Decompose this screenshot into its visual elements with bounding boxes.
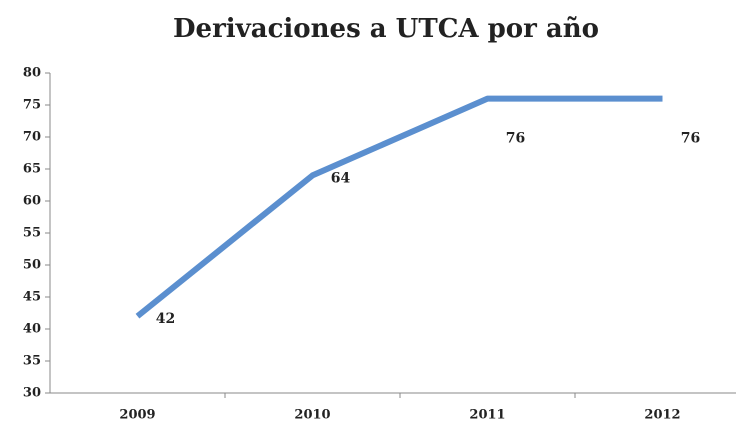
y-tick-label: 80 [23,66,41,81]
y-tick-label: 40 [23,322,41,337]
y-tick-label: 65 [23,162,41,177]
y-tick-label: 60 [23,194,41,209]
data-label: 76 [506,131,525,147]
data-label: 76 [681,131,700,147]
y-tick-label: 70 [23,130,41,145]
y-tick-label: 55 [23,226,41,241]
x-tick-label: 2011 [469,408,505,423]
data-label: 64 [331,170,351,186]
x-tick-label: 2009 [119,408,155,423]
x-tick-label: 2012 [644,408,680,423]
y-tick-label: 50 [23,258,41,273]
y-tick-label: 30 [23,386,41,401]
data-label: 42 [156,311,175,327]
line-series [135,95,663,319]
x-tick-label: 2010 [294,408,330,423]
y-tick-label: 45 [23,290,41,305]
chart-title: Derivaciones a UTCA por año [173,14,599,44]
y-tick-label: 35 [23,354,41,369]
y-tick-label: 75 [23,98,41,113]
